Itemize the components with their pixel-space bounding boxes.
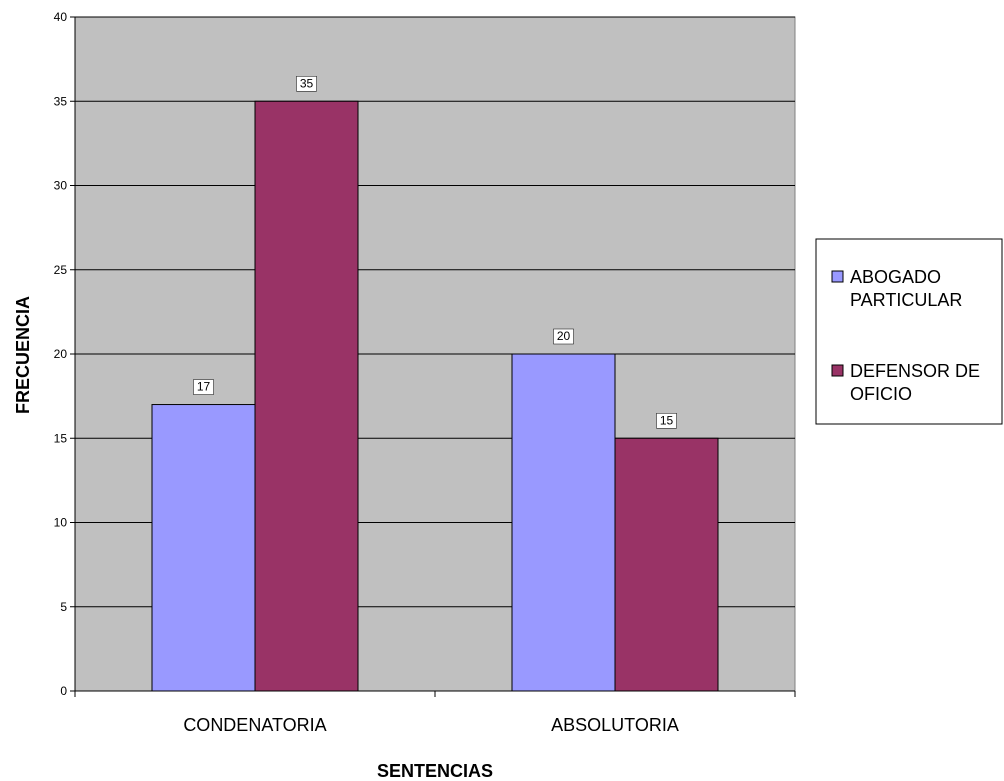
y-tick-label: 5 xyxy=(60,600,67,614)
legend-swatch xyxy=(831,364,844,377)
y-tick-label: 20 xyxy=(54,347,68,361)
bar-defensor-de-oficio xyxy=(254,100,359,692)
bar-defensor-de-oficio xyxy=(614,437,719,692)
x-category-label: CONDENATORIA xyxy=(183,715,326,735)
y-tick-label: 10 xyxy=(54,516,68,530)
data-label: 17 xyxy=(197,380,211,394)
bar-abogado-particular xyxy=(511,353,616,692)
x-category-label: ABSOLUTORIA xyxy=(551,715,679,735)
bars xyxy=(151,100,719,692)
data-label: 20 xyxy=(557,329,571,343)
x-axis-ticks: CONDENATORIA ABSOLUTORIA xyxy=(74,691,796,735)
y-axis-title: FRECUENCIA xyxy=(13,296,33,414)
x-axis-title: SENTENCIAS xyxy=(377,761,493,781)
legend: ABOGADO PARTICULAR DEFENSOR DE OFICIO xyxy=(815,238,1003,425)
y-tick-label: 30 xyxy=(54,179,68,193)
y-tick-label: 25 xyxy=(54,263,68,277)
data-label: 35 xyxy=(300,76,314,90)
y-axis-ticks: 0 5 10 15 20 25 30 35 40 xyxy=(54,10,75,698)
legend-swatch xyxy=(831,270,844,283)
data-label: 15 xyxy=(660,413,674,427)
data-label-box xyxy=(656,413,677,429)
y-tick-label: 15 xyxy=(54,431,68,445)
data-label-box xyxy=(193,379,214,395)
y-tick-label: 0 xyxy=(60,684,67,698)
y-tick-label: 35 xyxy=(54,94,68,108)
data-label-box xyxy=(553,328,574,345)
data-label-box xyxy=(296,76,317,92)
legend-box xyxy=(815,238,1003,425)
bar-abogado-particular xyxy=(151,404,256,692)
legend-label: DEFENSOR DE OFICIO xyxy=(850,361,980,404)
data-labels: 17 35 20 15 xyxy=(193,76,677,429)
legend-label: ABOGADO PARTICULAR xyxy=(850,267,962,310)
y-tick-label: 40 xyxy=(54,10,68,24)
